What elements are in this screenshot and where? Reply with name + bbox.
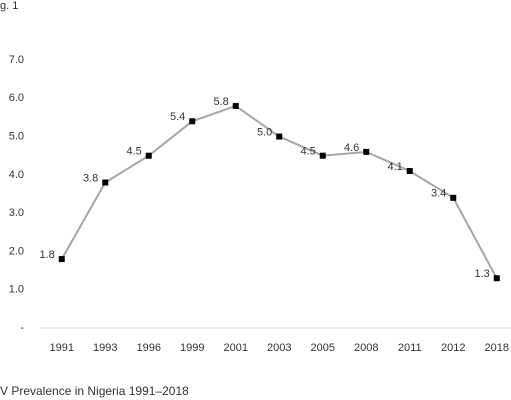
value-label: 5.4 [170,111,185,123]
value-label: 1.3 [474,268,489,280]
value-label: 3.8 [83,172,98,184]
value-label: 5.8 [213,96,228,108]
value-label: 3.4 [431,188,446,200]
x-tick-label: 1991 [50,342,74,354]
y-tick-label: 1.0 [9,284,24,296]
y-tick-label: 7.0 [9,54,24,66]
y-tick-label: 6.0 [9,92,24,104]
x-tick-label: 2005 [311,342,335,354]
marker [406,168,413,175]
value-label: 4.5 [126,146,141,158]
marker [58,256,65,263]
value-label: 4.6 [344,142,359,154]
marker [232,102,239,109]
y-tick-label: 5.0 [9,130,24,142]
value-label: 4.1 [387,161,402,173]
marker [189,118,196,125]
y-tick-label: 3.0 [9,207,24,219]
y-tick-label: - [20,322,24,334]
figure-label: g. 1 [0,0,18,12]
marker [102,179,109,186]
marker [319,152,326,159]
caption: V Prevalence in Nigeria 1991–2018 [0,384,189,398]
x-tick-label: 1996 [137,342,161,354]
marker [276,133,283,140]
x-tick-label: 2012 [441,342,465,354]
x-tick-label: 2018 [485,342,509,354]
value-label: 1.8 [39,249,54,261]
value-label: 5.0 [257,126,272,138]
marker [145,152,152,159]
y-tick-label: 2.0 [9,245,24,257]
x-tick-label: 1999 [180,342,204,354]
x-tick-label: 2001 [224,342,248,354]
value-label: 4.5 [300,146,315,158]
y-tick-label: 4.0 [9,169,24,181]
x-tick-label: 2011 [398,342,422,354]
marker [363,148,370,155]
marker [493,275,500,282]
x-tick-label: 1993 [93,342,117,354]
x-tick-label: 2003 [267,342,291,354]
x-tick-label: 2008 [354,342,378,354]
marker [450,194,457,201]
